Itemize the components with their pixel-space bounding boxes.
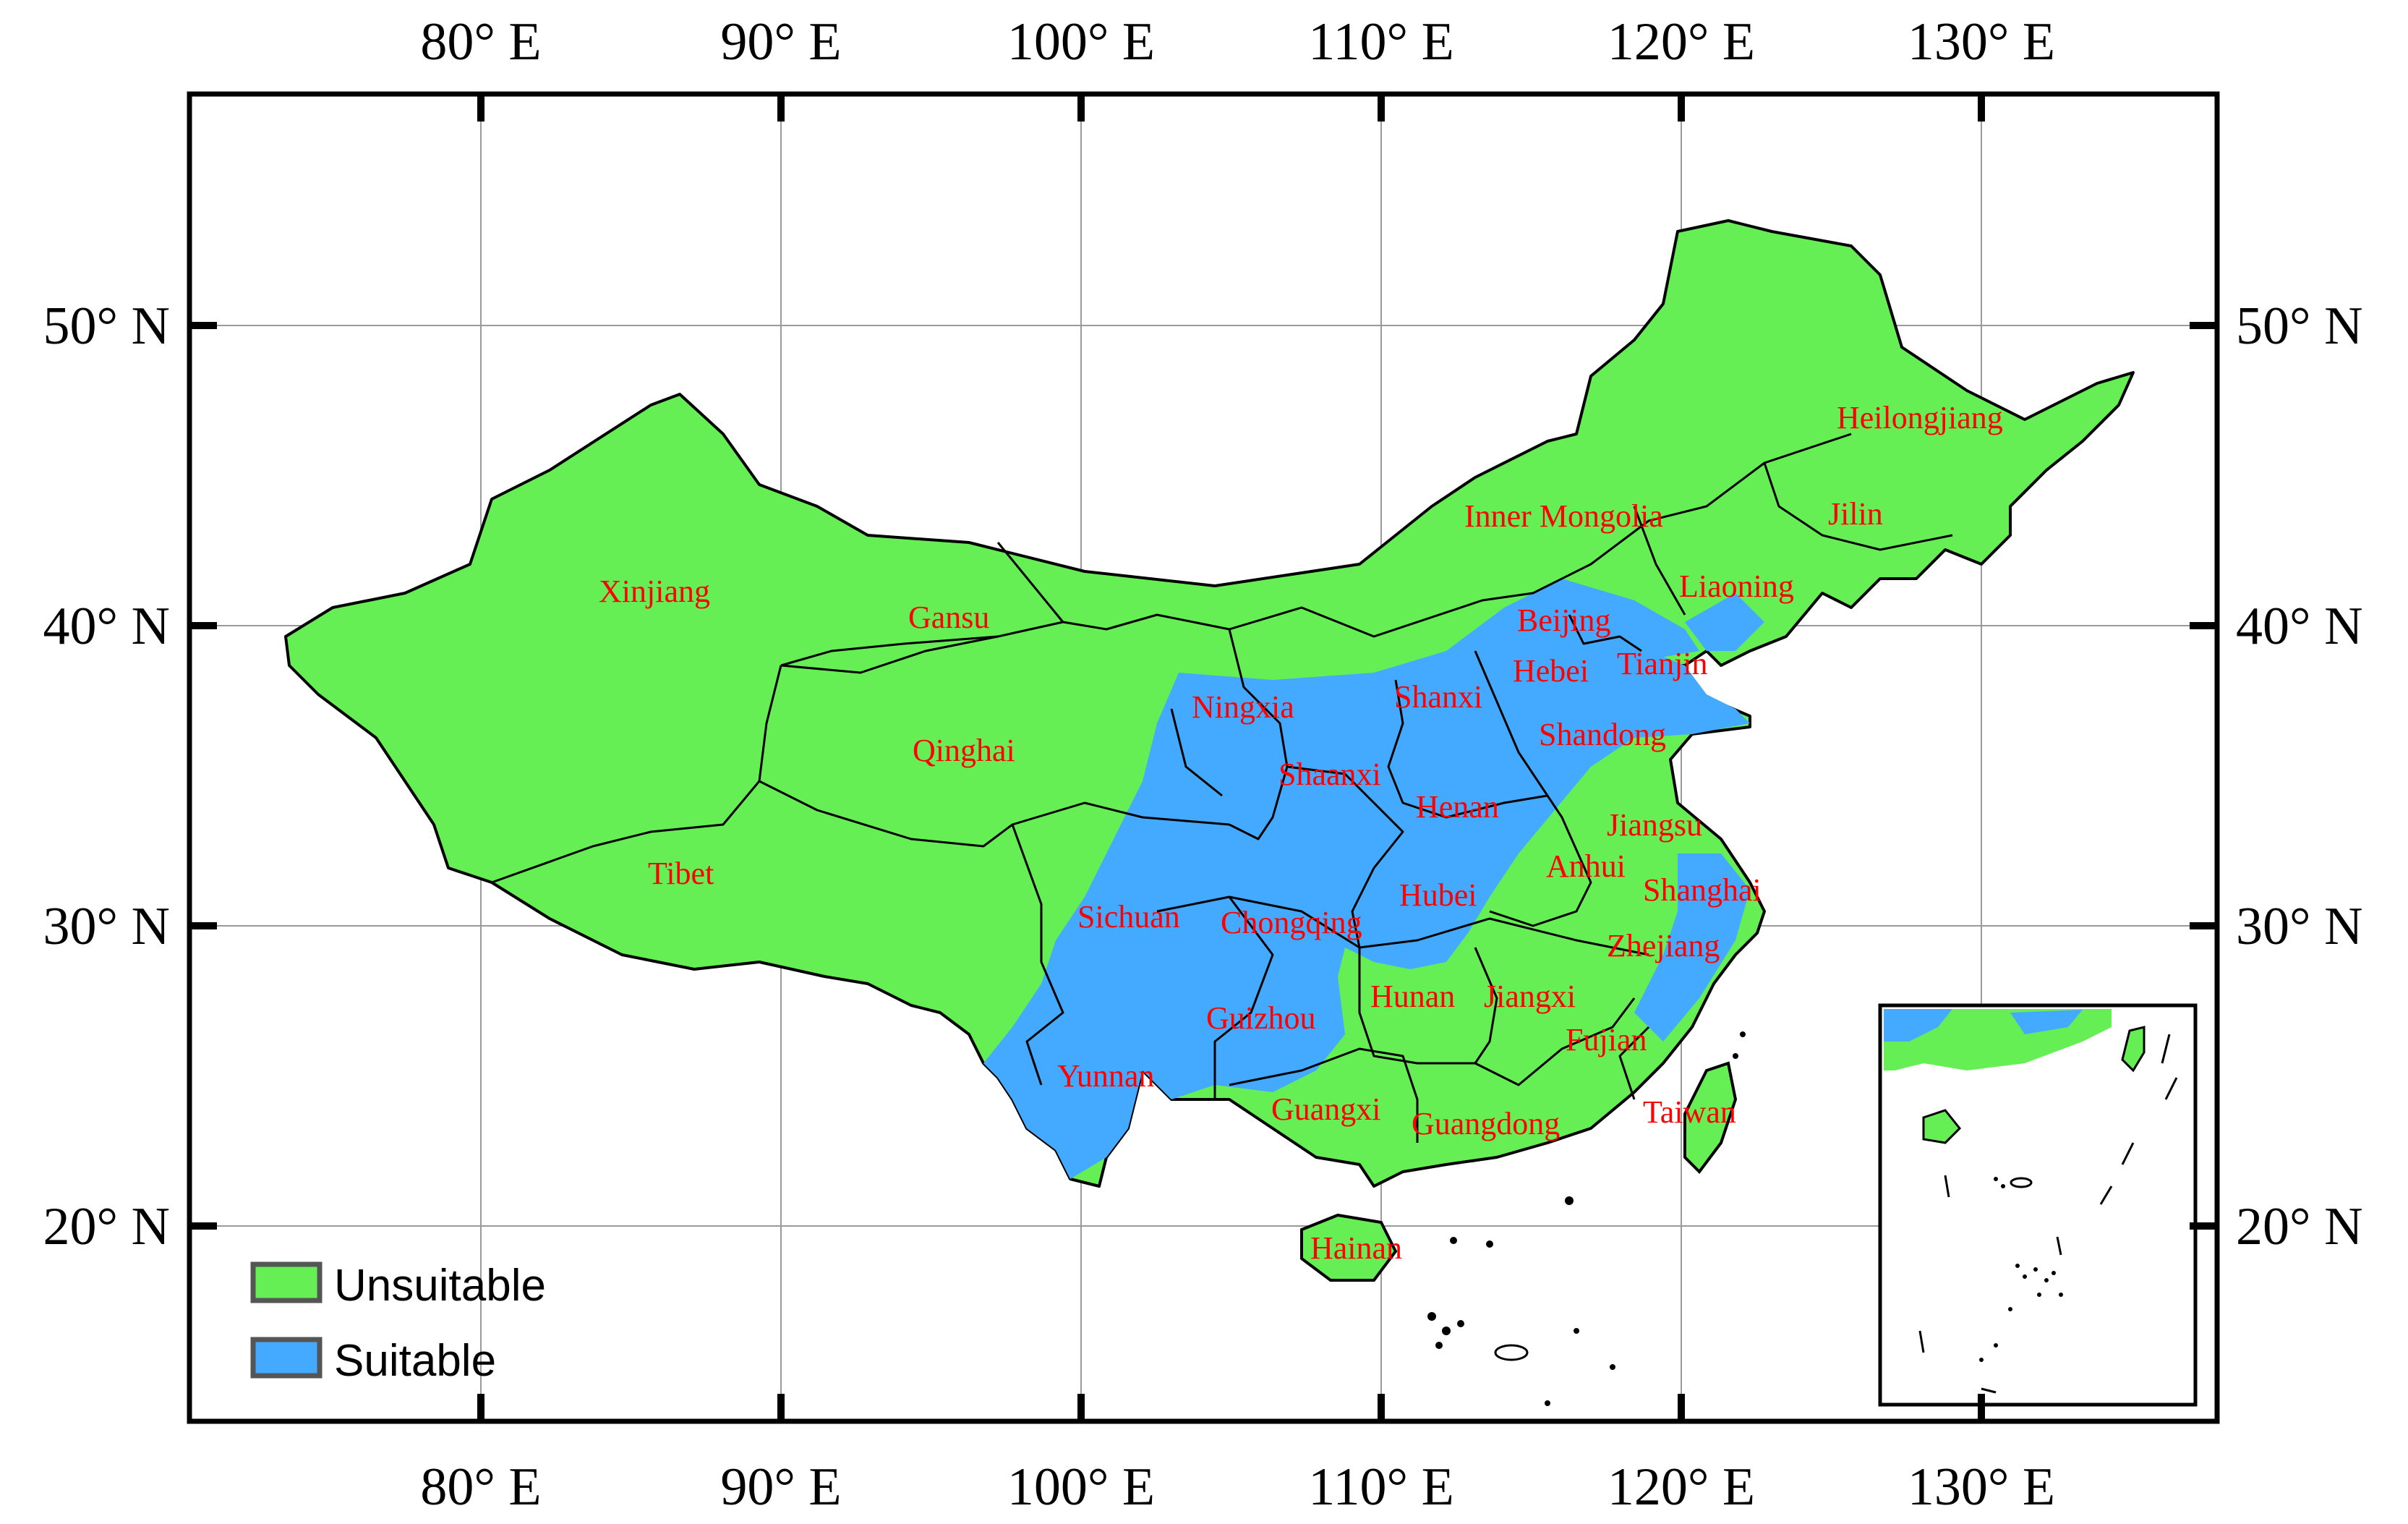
lat-label-right: 20° N — [2236, 1197, 2363, 1256]
province-label-hainan: Hainan — [1310, 1230, 1402, 1266]
lon-label-top: 80° E — [420, 12, 541, 72]
legend-swatch-unsuitable — [250, 1261, 323, 1303]
scs-islands — [1427, 1031, 1746, 1406]
province-label-jilin: Jilin — [1828, 496, 1883, 532]
province-label-shanghai: Shanghai — [1643, 872, 1762, 908]
lat-label-left: 30° N — [43, 897, 170, 956]
longitude-labels-bottom: 80° E 90° E 100° E 110° E 120° E 130° E — [420, 1457, 2055, 1517]
province-label-hebei: Hebei — [1513, 653, 1589, 689]
suitable-liaoning-coast — [1685, 593, 1764, 651]
latitude-labels-right: 50° N 40° N 30° N 20° N — [2236, 297, 2363, 1256]
taiwan-island — [1683, 1061, 1738, 1175]
lon-label-bottom: 130° E — [1908, 1457, 2055, 1517]
province-label-fujian: Fujian — [1566, 1022, 1647, 1057]
province-label-qinghai: Qinghai — [913, 733, 1015, 768]
province-label-guizhou: Guizhou — [1206, 1000, 1316, 1036]
province-label-inner-mongolia: Inner Mongolia — [1464, 498, 1663, 534]
province-label-zhejiang: Zhejiang — [1607, 928, 1720, 963]
province-label-shaanxi: Shaanxi — [1278, 757, 1381, 792]
province-label-jiangsu: Jiangsu — [1607, 807, 1702, 843]
province-label-gansu: Gansu — [908, 600, 989, 635]
lon-label-bottom: 120° E — [1608, 1457, 1755, 1517]
lon-label-top: 110° E — [1308, 12, 1454, 72]
lat-label-right: 40° N — [2236, 597, 2363, 656]
lat-label-right: 30° N — [2236, 897, 2363, 956]
province-label-hunan: Hunan — [1370, 979, 1455, 1014]
province-borders — [491, 433, 1953, 1143]
legend: Unsuitable Suitable — [250, 1261, 546, 1386]
frame-ticks — [189, 94, 2217, 1421]
province-label-henan: Henan — [1416, 789, 1499, 825]
lon-label-top: 130° E — [1908, 12, 2055, 72]
suitable-region — [983, 593, 1750, 1179]
province-label-taiwan: Taiwan — [1643, 1094, 1736, 1130]
lat-label-left: 50° N — [43, 297, 170, 356]
province-label-jiangxi: Jiangxi — [1484, 979, 1576, 1014]
province-label-chongqing: Chongqing — [1221, 905, 1362, 940]
legend-swatch-suitable — [250, 1337, 323, 1379]
province-label-xinjiang: Xinjiang — [599, 574, 710, 609]
lon-label-bottom: 100° E — [1007, 1457, 1155, 1517]
province-label-tianjin: Tianjin — [1617, 646, 1708, 681]
lon-label-bottom: 90° E — [720, 1457, 841, 1517]
province-label-heilongjiang: Heilongjiang — [1837, 400, 2003, 435]
province-label-tibet: Tibet — [648, 856, 714, 891]
lat-label-left: 40° N — [43, 597, 170, 656]
lon-label-top: 100° E — [1007, 12, 1155, 72]
province-label-sichuan: Sichuan — [1077, 899, 1180, 935]
province-label-hubei: Hubei — [1399, 877, 1477, 913]
legend-label-unsuitable: Unsuitable — [334, 1261, 546, 1311]
longitude-labels-top: 80° E 90° E 100° E 110° E 120° E 130° E — [420, 12, 2055, 72]
lon-label-bottom: 80° E — [420, 1457, 541, 1517]
province-label-yunnan: Yunnan — [1057, 1058, 1154, 1094]
hainan-island — [1300, 1213, 1398, 1282]
province-label-guangdong: Guangdong — [1412, 1106, 1560, 1141]
lat-label-right: 50° N — [2236, 297, 2363, 356]
province-label-shanxi: Shanxi — [1394, 679, 1482, 715]
legend-label-suitable: Suitable — [334, 1336, 496, 1386]
province-label-anhui: Anhui — [1546, 848, 1626, 884]
south-china-sea-inset — [1878, 1003, 2198, 1407]
province-label-ningxia: Ningxia — [1192, 689, 1294, 725]
suitable-coastal-north — [1504, 579, 1699, 658]
province-label-beijing: Beijing — [1517, 603, 1611, 638]
province-label-liaoning: Liaoning — [1679, 569, 1794, 604]
lon-label-top: 90° E — [720, 12, 841, 72]
province-label-guangxi: Guangxi — [1271, 1091, 1381, 1127]
suitable-southeast — [1634, 853, 1750, 1042]
lon-label-bottom: 110° E — [1308, 1457, 1454, 1517]
lon-label-top: 120° E — [1608, 12, 1755, 72]
lat-label-left: 20° N — [43, 1197, 170, 1256]
latitude-labels-left: 50° N 40° N 30° N 20° N — [43, 297, 170, 1256]
province-label-shandong: Shandong — [1539, 717, 1666, 752]
province-labels: Heilongjiang Jilin Inner Mongolia Liaoni… — [599, 400, 2003, 1266]
